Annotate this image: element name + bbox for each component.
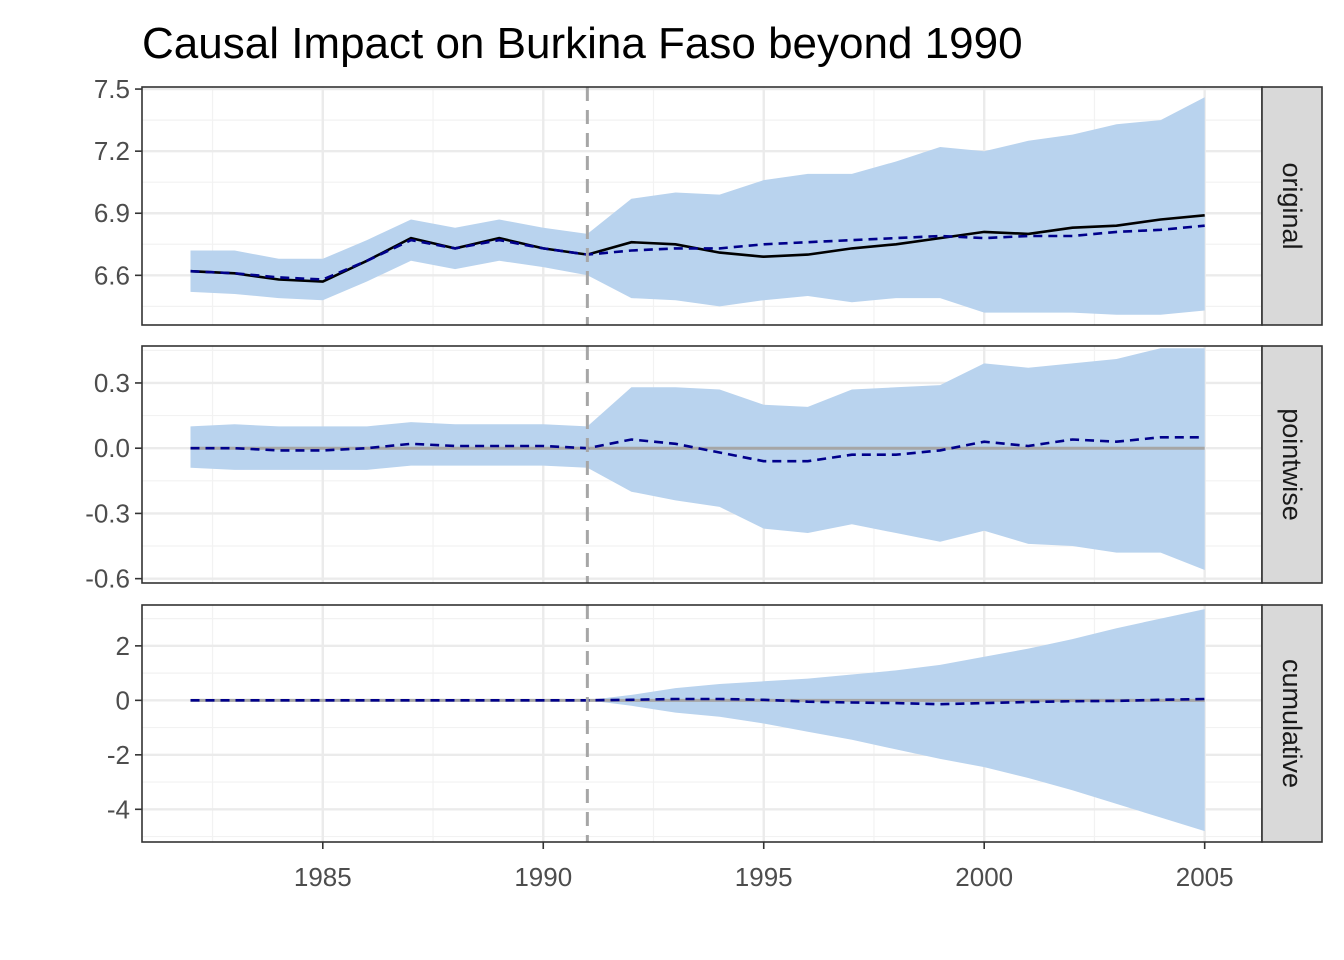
strip: [1261, 345, 1323, 584]
y-tick-label: 6.9: [94, 198, 130, 228]
x-tick-label: 2000: [955, 862, 1013, 892]
plot-area: [190, 97, 1205, 315]
x-tick-label: 1985: [294, 862, 352, 892]
predicted-line: [190, 697, 1205, 706]
x-tick-label: 1990: [514, 862, 572, 892]
x-tick-label: 2005: [1176, 862, 1234, 892]
plot-area: [190, 348, 1205, 570]
y-tick-label: 0.0: [94, 433, 130, 463]
y-tick-label: -0.3: [85, 498, 130, 528]
chart-title: Causal Impact on Burkina Faso beyond 199…: [142, 19, 1023, 68]
y-tick-label: 7.5: [94, 74, 130, 104]
y-tick-label: 7.2: [94, 136, 130, 166]
confidence-band: [190, 609, 1205, 832]
panel-pointwise: pointwise 0.3 0.0 -0.3 -0.6: [85, 345, 1323, 594]
strip-label-cumulative: cumulative: [1277, 659, 1307, 788]
strip: [1261, 86, 1323, 326]
strip-label-original: original: [1277, 162, 1307, 249]
y-tick-label: 2: [116, 631, 130, 661]
strip: [1261, 604, 1323, 843]
panel-original: original 7.5 7.2 6.9 6.6: [94, 74, 1323, 326]
strip-label-pointwise: pointwise: [1277, 408, 1307, 521]
y-tick-label: -0.6: [85, 564, 130, 594]
panel-cumulative: cumulative 2 0 -2 -4: [107, 604, 1323, 843]
y-tick-label: 0.3: [94, 368, 130, 398]
plot-area: [190, 609, 1205, 832]
x-tick-label: 1995: [735, 862, 793, 892]
predicted-line: [190, 435, 1205, 463]
y-tick-label: 6.6: [94, 260, 130, 290]
y-tick-label: -4: [107, 794, 130, 824]
y-tick-label: 0: [116, 685, 130, 715]
predicted-line: [190, 224, 1205, 281]
y-tick-label: -2: [107, 740, 130, 770]
panels: original 7.5 7.2 6.9 6.6 pointwise 0.3 0.0 -0.3 -…: [85, 74, 1323, 843]
confidence-band: [190, 348, 1205, 570]
confidence-band: [190, 97, 1205, 315]
x-axis: 1985 1990 1995 2000 2005: [294, 842, 1234, 892]
